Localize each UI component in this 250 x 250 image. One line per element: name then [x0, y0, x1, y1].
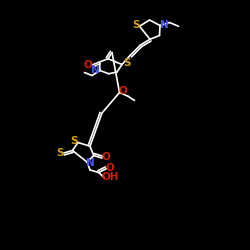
Text: N: N	[91, 65, 100, 75]
Text: S: S	[70, 136, 78, 146]
Text: O: O	[102, 152, 110, 162]
Text: OH: OH	[102, 172, 119, 182]
Text: O: O	[119, 86, 128, 96]
Text: N: N	[86, 158, 95, 168]
Text: S: S	[123, 58, 130, 68]
Text: O: O	[84, 60, 92, 70]
Text: O: O	[106, 163, 114, 173]
Text: S: S	[132, 20, 140, 30]
Text: S: S	[56, 148, 64, 158]
Text: N: N	[160, 20, 169, 30]
